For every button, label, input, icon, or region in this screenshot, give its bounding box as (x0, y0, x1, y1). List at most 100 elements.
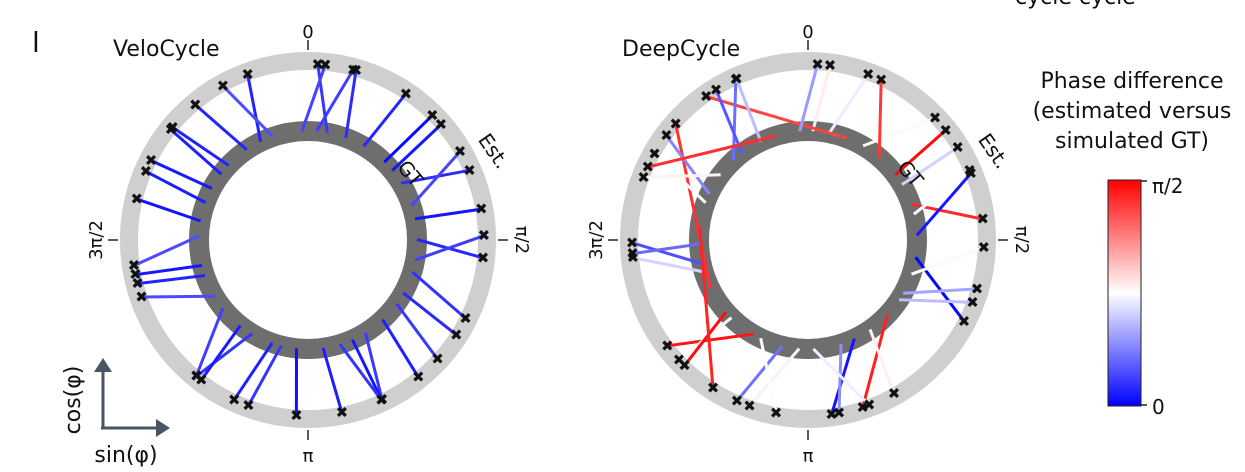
phase-link-line (137, 274, 206, 286)
velocycle-tick-right: π/2 (511, 226, 532, 254)
estimate-marker-icon: ✖ (475, 200, 488, 218)
phase-link-line (647, 134, 776, 169)
estimate-marker-icon: ✖ (700, 87, 713, 105)
estimate-marker-icon: ✖ (978, 239, 991, 257)
estimate-marker-icon: ✖ (400, 85, 413, 103)
velocycle-outer-ring (120, 52, 496, 428)
deepcycle-tick-right: π/2 (1011, 226, 1032, 254)
phase-link-line (798, 63, 819, 132)
phase-link-line (683, 310, 728, 367)
phase-link-line (735, 78, 763, 143)
phase-link-line (632, 242, 700, 256)
phase-link-line (915, 172, 973, 237)
estimate-marker-icon: ✖ (958, 312, 971, 330)
estimate-marker-icon: ✖ (637, 169, 650, 187)
phase-link-line (735, 345, 784, 402)
estimate-marker-icon: ✖ (375, 391, 388, 409)
phase-link-line (631, 241, 703, 265)
axis-orientation-legend: cos(φ) sin(φ) (61, 358, 170, 468)
phase-link-line (221, 84, 275, 138)
phase-link-line (338, 343, 383, 401)
estimate-marker-icon: ✖ (145, 152, 158, 170)
phase-link-line (194, 103, 248, 151)
estimate-marker-icon: ✖ (131, 190, 144, 208)
deepcycle-ticks (608, 40, 1008, 440)
phase-link-line (195, 332, 254, 378)
estimate-marker-icon: ✖ (963, 161, 976, 179)
phase-link-line (171, 126, 230, 167)
estimate-marker-icon: ✖ (131, 275, 144, 293)
estimate-marker-icon: ✖ (731, 392, 744, 410)
phase-link-line (410, 150, 462, 207)
estimate-marker-icon: ✖ (190, 367, 203, 385)
estimate-marker-icon: ✖ (312, 55, 325, 73)
estimate-marker-icon: ✖ (951, 138, 964, 156)
estimate-marker-icon: ✖ (336, 404, 349, 422)
deepcycle-title: DeepCycle (622, 37, 740, 62)
estimate-marker-icon: ✖ (228, 391, 241, 409)
phase-link-line (665, 134, 711, 195)
estimate-marker-icon: ✖ (669, 115, 682, 133)
estimate-marker-icon: ✖ (189, 96, 202, 114)
phase-link-line (894, 129, 947, 176)
estimate-marker-icon: ✖ (965, 164, 978, 182)
phase-link-line (748, 347, 801, 407)
estimate-marker-icon: ✖ (660, 127, 673, 145)
velocycle-ticks (108, 40, 508, 440)
phase-link-line (903, 287, 978, 295)
phase-link-line (246, 74, 263, 143)
phase-link-line (351, 338, 383, 401)
phase-link-line (150, 159, 213, 190)
phase-link-line (828, 73, 870, 134)
estimate-marker-icon: ✖ (673, 351, 686, 369)
estimate-marker-icon: ✖ (642, 158, 655, 176)
phase-link-line (316, 64, 329, 133)
phase-link-line (169, 128, 223, 176)
estimate-marker-icon: ✖ (811, 55, 824, 73)
phase-link-line (141, 294, 215, 299)
estimate-marker-icon: ✖ (459, 309, 472, 327)
estimate-marker-icon: ✖ (971, 280, 984, 298)
phase-link-line (912, 169, 971, 216)
phase-link-line (136, 197, 202, 223)
phase-link-line (381, 318, 420, 378)
estimate-marker-icon: ✖ (129, 266, 142, 284)
colorbar: Phase difference (estimated versus simul… (1033, 69, 1232, 419)
colorbar-title-line-3: simulated GT) (1055, 129, 1209, 154)
cos-axis-label: cos(φ) (61, 366, 86, 435)
phase-link-line (344, 70, 358, 139)
estimate-marker-icon: ✖ (412, 368, 425, 386)
estimate-marker-icon: ✖ (875, 71, 888, 89)
phase-link-line (877, 79, 883, 158)
velocycle-tick-bottom: π (303, 446, 314, 467)
phase-link-line (133, 234, 200, 267)
estimate-marker-icon: ✖ (128, 257, 141, 275)
phase-link-line (145, 170, 207, 204)
deepcycle-tick-bottom: π (803, 446, 814, 467)
estimate-marker-icon: ✖ (707, 379, 720, 397)
estimate-marker-icon: ✖ (242, 397, 255, 415)
deepcycle-panel: DeepCycle ✖✖✖✖✖✖✖✖✖✖✖✖✖✖✖✖✖✖ ✖✖✖✖✖✖✖✖✖✖✖✖… (586, 22, 1032, 467)
velocycle-inner-ring (189, 121, 427, 359)
estimate-marker-icon: ✖ (463, 161, 476, 179)
estimate-marker-icon: ✖ (426, 106, 439, 124)
velocycle-panel: VeloCycle ✖✖ ✖✖✖✖✖✖✖✖✖✖✖✖✖✖✖✖✖✖✖✖✖✖✖✖✖✖✖✖… (86, 22, 532, 467)
phase-link-line (901, 146, 959, 186)
estimate-marker-icon: ✖ (833, 404, 846, 422)
phase-link-line (862, 116, 936, 148)
estimate-marker-icon: ✖ (319, 56, 332, 74)
phase-link-line (811, 65, 832, 132)
estimate-marker-icon: ✖ (454, 143, 467, 161)
estimate-marker-icon: ✖ (977, 210, 990, 228)
estimate-marker-icon: ✖ (863, 396, 876, 414)
estimate-marker-icon: ✖ (743, 397, 756, 415)
phase-link-line (632, 256, 705, 274)
phase-link-line (861, 314, 889, 408)
velocycle-title: VeloCycle (113, 37, 220, 62)
colorbar-gradient (1107, 179, 1142, 407)
phase-link-line (414, 234, 485, 262)
phase-link-line (411, 270, 467, 320)
estimate-marker-icon: ✖ (195, 371, 208, 389)
estimate-marker-icon: ✖ (661, 337, 674, 355)
